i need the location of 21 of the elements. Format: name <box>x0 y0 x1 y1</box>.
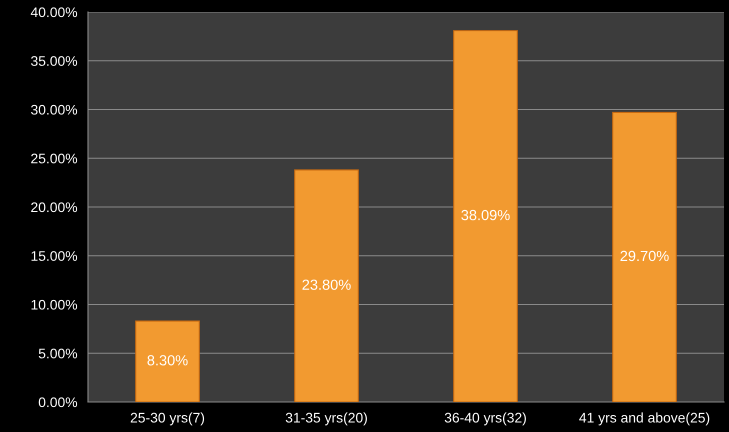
y-tick-label: 25.00% <box>31 154 78 164</box>
data-label: 8.30% <box>147 355 188 366</box>
bar <box>294 169 359 402</box>
y-tick-label: 40.00% <box>30 7 78 18</box>
x-tick-label: 31-35 yrs(20) <box>286 412 367 426</box>
x-tick-label: 41 yrs and above(25) <box>579 412 710 426</box>
y-tick-label: 30.00% <box>31 104 78 115</box>
bar <box>135 320 200 402</box>
y-tick-label: 5.00% <box>38 348 78 358</box>
x-tick-label: 25-30 yrs(7) <box>130 412 204 426</box>
y-tick-label: 15.00% <box>32 251 78 261</box>
data-label: 23.80% <box>302 280 351 290</box>
y-tick-label: 10.00% <box>32 300 78 310</box>
y-tick-label: 35.00% <box>31 56 78 66</box>
bar <box>453 30 518 402</box>
data-label: 38.09% <box>461 210 510 220</box>
x-tick-label: 36-40 yrs(32) <box>444 412 526 426</box>
y-tick-label: 0.00% <box>38 397 78 408</box>
y-tick-label: 20.00% <box>31 202 78 212</box>
bar <box>612 112 677 402</box>
data-label: 29.70% <box>620 250 669 262</box>
